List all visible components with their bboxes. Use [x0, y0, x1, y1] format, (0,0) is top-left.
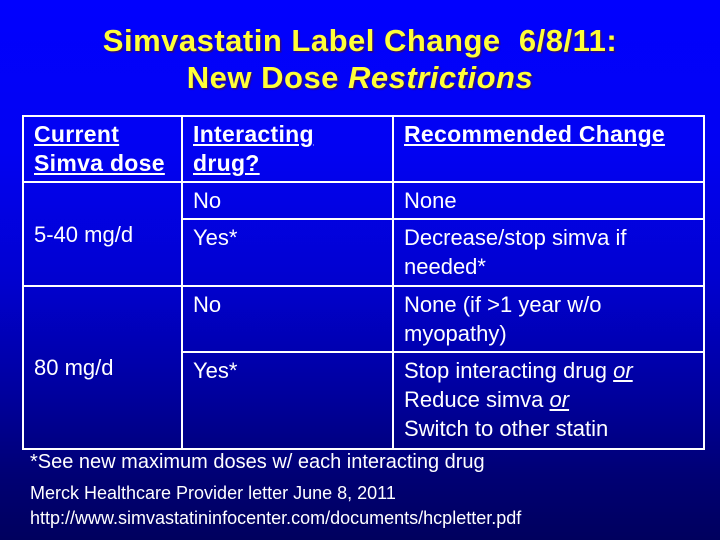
dose-cell-5-40: 5-40 mg/d — [22, 181, 183, 287]
drug-cell: No — [181, 181, 394, 220]
drug-cell: Yes* — [181, 351, 394, 450]
change-part: Stop interacting drug — [404, 358, 614, 383]
drug-cell: Yes* — [181, 218, 394, 287]
header-interacting-drug: Interacting drug? — [181, 115, 394, 183]
footnote-source-block: Merck Healthcare Provider letter June 8,… — [30, 481, 521, 531]
table-row: Yes* Decrease/stop simva if needed* — [23, 218, 705, 287]
header-current-simva-dose: Current Simva dose — [22, 115, 183, 183]
change-cell: None — [392, 181, 705, 220]
change-part: Reduce simva — [404, 387, 550, 412]
table-row: 5-40 mg/d No None — [22, 181, 705, 287]
table-row: Yes* Stop interacting drug or Reduce simv… — [23, 351, 705, 450]
slide-title-line1: Simvastatin Label Change 6/8/11: — [102, 23, 618, 58]
footnote-url: http://www.simvastatininfocenter.com/doc… — [30, 508, 522, 528]
header-recommended-change: Recommended Change — [392, 115, 705, 183]
slide-title-line2: New Dose Restrictions — [0, 59, 720, 96]
change-part: Switch to other statin — [404, 416, 609, 441]
slide-title-line2-regular: New Dose — [186, 60, 349, 95]
table-header-row: Current Simva dose Interacting drug? Rec… — [22, 115, 705, 183]
dose-cell-80: 80 mg/d — [22, 285, 183, 450]
change-cell: Decrease/stop simva if needed* — [392, 218, 705, 287]
dose-restriction-table: Current Simva dose Interacting drug? Rec… — [22, 115, 705, 450]
change-cell: None (if >1 year w/o myopathy) — [392, 285, 705, 353]
change-part-or: or — [613, 358, 633, 383]
slide-title: Simvastatin Label Change 6/8/11: New Dos… — [0, 22, 720, 96]
table-row: 80 mg/d No None (if >1 year w/o myopathy… — [22, 285, 705, 450]
drug-cell: No — [181, 285, 394, 353]
change-part-or: or — [549, 387, 570, 412]
footnote-merck-letter: Merck Healthcare Provider letter June 8,… — [30, 483, 396, 503]
slide-title-line2-italic: Restrictions — [348, 60, 534, 95]
change-cell-multiline: Stop interacting drug or Reduce simva or S… — [392, 351, 705, 450]
footnote-max-doses: *See new maximum doses w/ each interacti… — [30, 451, 485, 473]
